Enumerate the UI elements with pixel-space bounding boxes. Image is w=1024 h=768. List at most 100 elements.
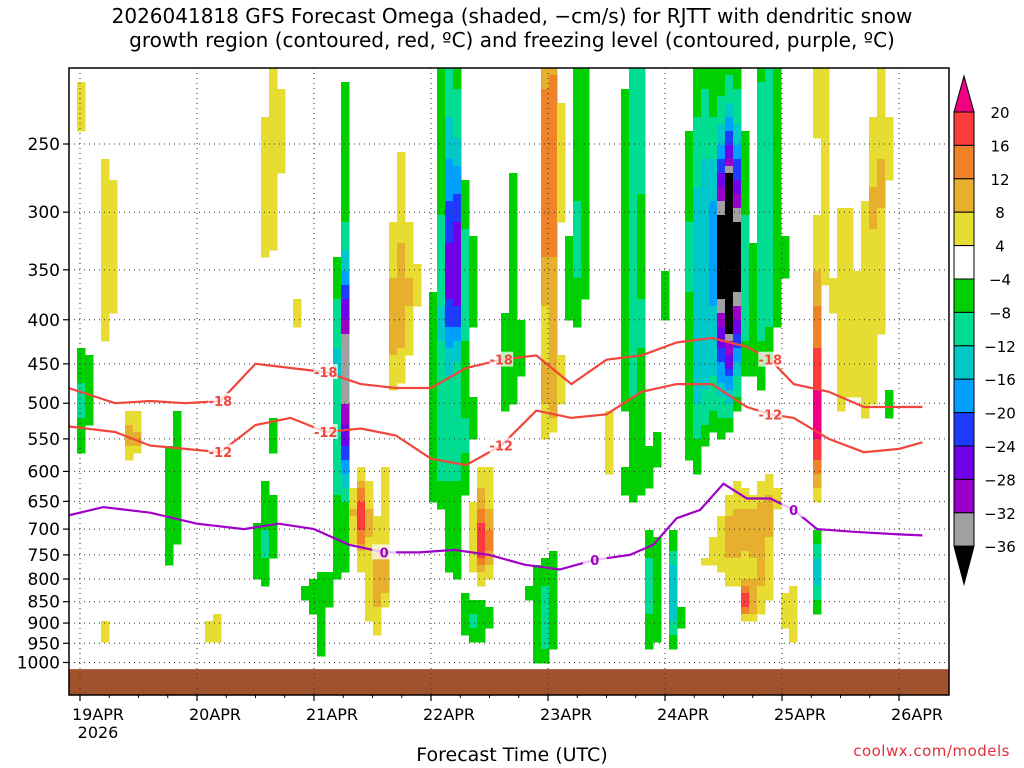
omega-cell [477, 474, 486, 482]
omega-cell [621, 334, 630, 342]
omega-cell [773, 201, 782, 209]
omega-cell [373, 593, 382, 601]
omega-cell [621, 152, 630, 160]
omega-cell [765, 117, 774, 125]
omega-cell [261, 481, 270, 489]
omega-cell [701, 82, 710, 90]
omega-cell [445, 166, 454, 174]
omega-cell [453, 271, 462, 279]
omega-cell [653, 439, 662, 447]
omega-cell [701, 222, 710, 230]
omega-cell [749, 264, 758, 272]
omega-cell [437, 264, 446, 272]
omega-cell [269, 159, 278, 167]
omega-cell [813, 558, 822, 566]
omega-cell [869, 271, 878, 279]
omega-cell [717, 537, 726, 545]
omega-cell [685, 194, 694, 202]
omega-cell [397, 152, 406, 160]
omega-cell [757, 285, 766, 293]
omega-cell [541, 334, 550, 342]
omega-cell [125, 432, 134, 440]
omega-cell [541, 369, 550, 377]
omega-cell [757, 544, 766, 552]
omega-cell [621, 390, 630, 398]
omega-cell [749, 544, 758, 552]
omega-cell [341, 509, 350, 517]
omega-cell [165, 502, 174, 510]
omega-cell [581, 124, 590, 132]
omega-cell [405, 278, 414, 286]
omega-cell [709, 292, 718, 300]
omega-cell [349, 495, 358, 503]
omega-cell [549, 124, 558, 132]
omega-cell [453, 131, 462, 139]
omega-cell [165, 516, 174, 524]
omega-cell [453, 376, 462, 384]
omega-cell [637, 481, 646, 489]
omega-cell [461, 264, 470, 272]
omega-cell [501, 341, 510, 349]
omega-cell [749, 600, 758, 608]
omega-cell [549, 628, 558, 636]
omega-cell [469, 243, 478, 251]
omega-cell [757, 481, 766, 489]
omega-cell [637, 439, 646, 447]
omega-cell [733, 236, 742, 244]
omega-cell [437, 467, 446, 475]
omega-cell [749, 292, 758, 300]
omega-cell [645, 537, 654, 545]
omega-cell [549, 390, 558, 398]
omega-cell [813, 607, 822, 615]
omega-cell [485, 544, 494, 552]
omega-cell [333, 404, 342, 412]
omega-cell [693, 411, 702, 419]
omega-cell [269, 131, 278, 139]
omega-cell [133, 432, 142, 440]
omega-cell [341, 369, 350, 377]
omega-cell [557, 187, 566, 195]
omega-cell [733, 285, 742, 293]
colorbar-label: −32 [984, 505, 1016, 523]
omega-cell [869, 138, 878, 146]
omega-cell [621, 180, 630, 188]
omega-cell [813, 551, 822, 559]
omega-cell [437, 243, 446, 251]
omega-cell [341, 166, 350, 174]
omega-cell [509, 264, 518, 272]
colorbar-label: 4 [995, 238, 1005, 256]
omega-cell [621, 96, 630, 104]
omega-cell [341, 82, 350, 90]
omega-cell [621, 397, 630, 405]
credit-text[interactable]: coolwx.com/models [853, 742, 1010, 760]
omega-cell [461, 404, 470, 412]
omega-cell [453, 537, 462, 545]
omega-cell [637, 467, 646, 475]
omega-cell [813, 285, 822, 293]
omega-cell [685, 425, 694, 433]
omega-cell [845, 215, 854, 223]
omega-cell [357, 509, 366, 517]
omega-cell [533, 614, 542, 622]
omega-cell [549, 187, 558, 195]
omega-cell [733, 152, 742, 160]
omega-cell [573, 257, 582, 265]
omega-cell [445, 68, 454, 76]
omega-cell [733, 173, 742, 181]
omega-cell [685, 145, 694, 153]
omega-cell [709, 299, 718, 307]
omega-cell [869, 180, 878, 188]
omega-cell [621, 306, 630, 314]
omega-cell [749, 348, 758, 356]
omega-cell [437, 159, 446, 167]
omega-cell [101, 320, 110, 328]
omega-cell [333, 537, 342, 545]
omega-cell [269, 138, 278, 146]
omega-cell [813, 390, 822, 398]
omega-cell [741, 208, 750, 216]
omega-cell [637, 397, 646, 405]
omega-cell [709, 187, 718, 195]
omega-cell [709, 397, 718, 405]
omega-cell [445, 348, 454, 356]
omega-cell [757, 152, 766, 160]
